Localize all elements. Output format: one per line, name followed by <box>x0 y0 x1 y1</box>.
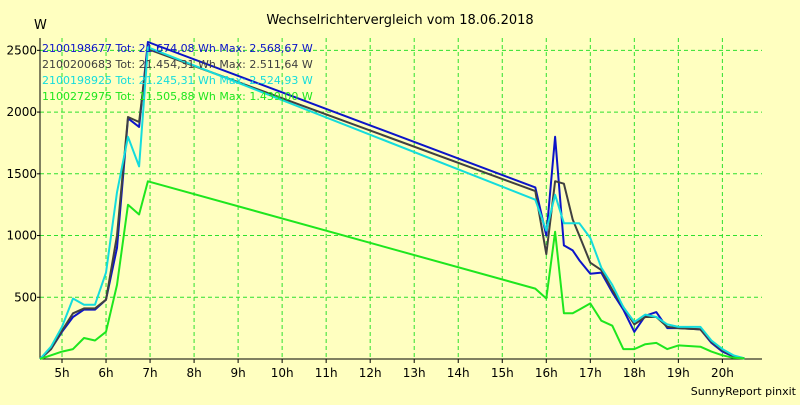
series-line-3 <box>39 46 745 360</box>
x-tick-label: 8h <box>186 366 201 380</box>
x-tick-label: 17h <box>579 366 602 380</box>
series-line-4 <box>39 180 745 360</box>
x-tick-label: 15h <box>491 366 514 380</box>
axes <box>37 38 762 363</box>
x-tick-label: 6h <box>98 366 113 380</box>
x-tick-label: 12h <box>359 366 382 380</box>
y-tick-label: 500 <box>14 290 37 304</box>
chart-title: Wechselrichtervergleich vom 18.06.2018 <box>266 13 533 28</box>
legend: 2100198677 Tot: 21.674,08 Wh Max: 2.568,… <box>42 42 313 103</box>
y-tick-label: 2000 <box>6 105 37 119</box>
y-tick-label: 2500 <box>6 43 37 57</box>
y-tick-label: 1000 <box>6 229 37 243</box>
x-tick-label: 13h <box>403 366 426 380</box>
series-lines <box>39 41 745 360</box>
x-tick-label: 7h <box>142 366 157 380</box>
series-line-2 <box>39 48 745 360</box>
x-tick-label: 9h <box>230 366 245 380</box>
x-tick-label: 18h <box>623 366 646 380</box>
x-tick-label: 19h <box>667 366 690 380</box>
y-axis-unit-label: W <box>34 18 47 33</box>
grid-lines <box>40 38 762 359</box>
x-tick-label: 11h <box>315 366 338 380</box>
x-tick-label: 14h <box>447 366 470 380</box>
x-tick-label: 10h <box>271 366 294 380</box>
legend-entry-4: 1100272975 Tot: 11.505,88 Wh Max: 1.439,… <box>42 90 313 103</box>
x-tick-label: 20h <box>711 366 734 380</box>
x-tick-label: 5h <box>54 366 69 380</box>
legend-entry-2: 2100200683 Tot: 21.454,31 Wh Max: 2.511,… <box>42 58 313 71</box>
x-tick-label: 16h <box>535 366 558 380</box>
legend-entry-1: 2100198677 Tot: 21.674,08 Wh Max: 2.568,… <box>42 42 313 55</box>
footer-credit: SunnyReport pinxit <box>691 385 797 398</box>
tick-labels: 500 1000 1500 2000 2500 5h 6h 7h 8h 9h 10h 11h 12h 13… <box>6 43 733 380</box>
legend-entry-3: 2100198925 Tot: 21.245,31 Wh Max: 2.524,… <box>42 74 313 87</box>
y-tick-label: 1500 <box>6 167 37 181</box>
